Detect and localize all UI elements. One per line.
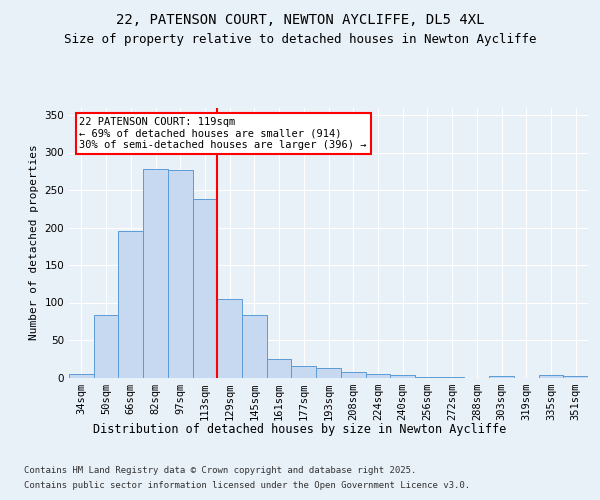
Bar [292,366,316,378]
Text: Distribution of detached houses by size in Newton Aycliffe: Distribution of detached houses by size … [94,422,506,436]
Bar [118,230,143,378]
Bar [341,372,365,378]
Bar [316,368,341,378]
Bar [563,376,588,378]
Bar [217,298,242,378]
Bar [94,316,118,378]
Bar [539,375,563,378]
Bar [143,169,168,378]
Bar [489,376,514,378]
Bar [390,375,415,378]
Text: 22, PATENSON COURT, NEWTON AYCLIFFE, DL5 4XL: 22, PATENSON COURT, NEWTON AYCLIFFE, DL5… [116,12,484,26]
Text: Contains HM Land Registry data © Crown copyright and database right 2025.: Contains HM Land Registry data © Crown c… [24,466,416,475]
Bar [440,377,464,378]
Bar [365,374,390,378]
Bar [168,170,193,378]
Y-axis label: Number of detached properties: Number of detached properties [29,144,39,340]
Text: Contains public sector information licensed under the Open Government Licence v3: Contains public sector information licen… [24,481,470,490]
Bar [193,199,217,378]
Bar [69,374,94,378]
Bar [415,377,440,378]
Text: Size of property relative to detached houses in Newton Aycliffe: Size of property relative to detached ho… [64,32,536,46]
Bar [267,359,292,378]
Text: 22 PATENSON COURT: 119sqm
← 69% of detached houses are smaller (914)
30% of semi: 22 PATENSON COURT: 119sqm ← 69% of detac… [79,117,367,150]
Bar [242,316,267,378]
